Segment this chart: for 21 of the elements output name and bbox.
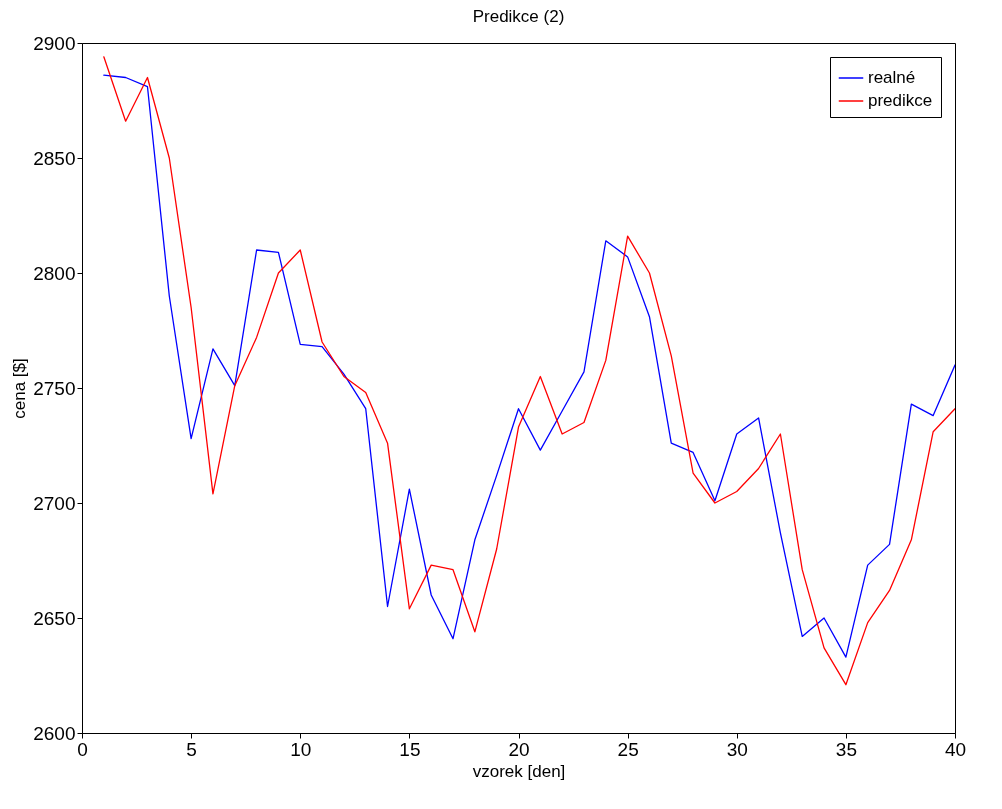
x-tick-label: 10: [290, 738, 312, 760]
y-tick-label: 2700: [33, 492, 76, 514]
x-axis-title: vzorek [den]: [472, 761, 566, 781]
legend-label: predikce: [868, 91, 933, 110]
y-axis-title: cena [$]: [10, 358, 30, 419]
y-tick-label: 2600: [33, 722, 76, 744]
chart-title: Predikce (2): [472, 7, 565, 26]
x-tick-label: 5: [186, 738, 197, 760]
x-tick-label: 0: [77, 738, 88, 760]
y-tick-label: 2650: [33, 607, 76, 629]
y-tick-label: 2750: [33, 377, 76, 399]
y-tick-label: 2850: [33, 147, 76, 169]
x-tick-label: 35: [835, 738, 857, 760]
legend-label: realné: [868, 68, 916, 87]
y-tick-label: 2900: [33, 32, 76, 54]
x-tick-label: 40: [944, 738, 967, 760]
x-tick-label: 30: [726, 738, 748, 760]
y-tick-label: 2800: [33, 262, 76, 284]
x-tick-label: 15: [399, 738, 421, 760]
x-tick-label: 20: [508, 738, 530, 760]
x-tick-label: 25: [617, 738, 639, 760]
